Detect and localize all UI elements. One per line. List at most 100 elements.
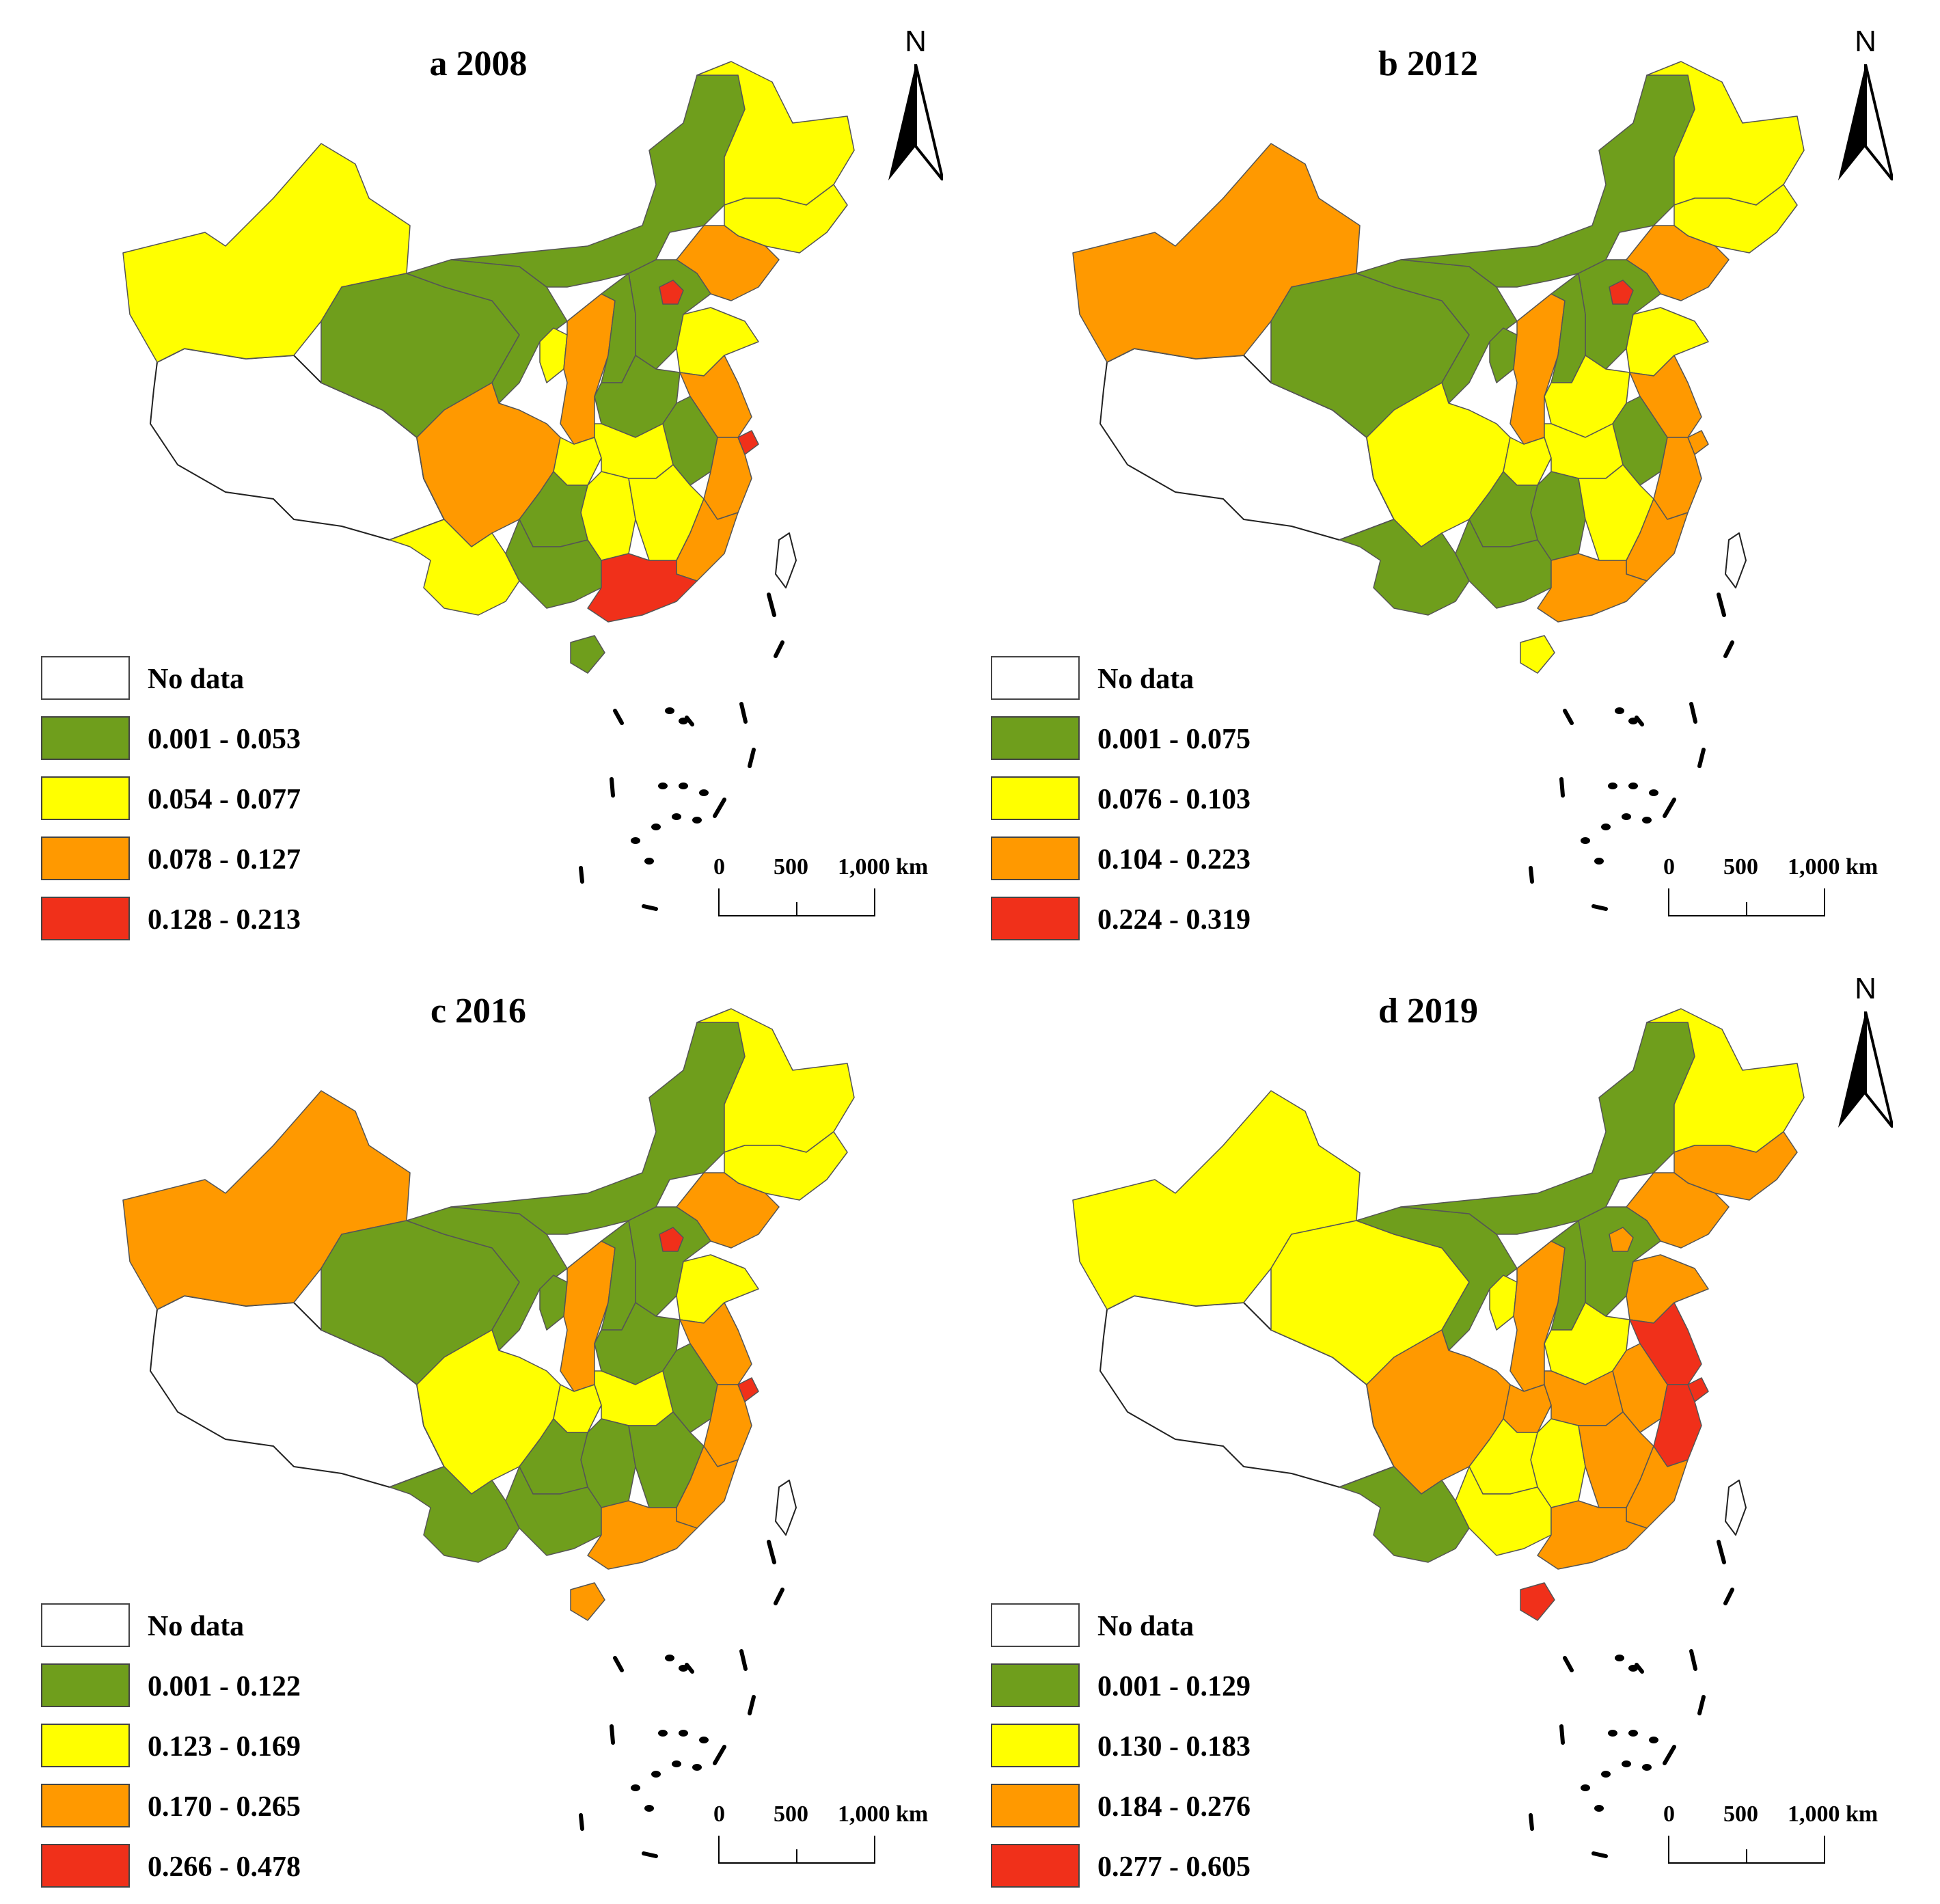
legend-label: No data	[1097, 664, 1194, 695]
legend-item-no-data: No data	[41, 1603, 424, 1663]
legend-item-class-1: 0.001 - 0.129	[991, 1663, 1374, 1724]
north-arrow-icon: N	[1838, 972, 1907, 1128]
legend-label: 0.054 - 0.077	[148, 784, 301, 815]
legend-label: 0.128 - 0.213	[148, 904, 301, 936]
island-marker	[1581, 837, 1590, 844]
province-taiwan	[1725, 1480, 1747, 1536]
scale-bar: 0 500 1,000 km	[711, 1801, 928, 1870]
legend-swatch	[991, 1603, 1080, 1647]
legend-swatch	[41, 1724, 130, 1767]
legend-swatch	[41, 656, 130, 700]
panel-title: a 2008	[429, 44, 528, 83]
island-marker	[1615, 707, 1624, 714]
province-guangdong	[1537, 1500, 1648, 1570]
island-marker	[1601, 1771, 1611, 1778]
map-panel-2019: d 2019 N No data 0.001 - 0.129 0.130 - 0…	[950, 947, 1919, 1894]
legend-item-class-3: 0.170 - 0.265	[41, 1784, 424, 1844]
china-map-2016	[122, 1008, 855, 1858]
nine-dash-line-segment	[642, 904, 658, 911]
nine-dash-line-segment	[685, 716, 694, 726]
scale-bar: 0 500 1,000 km	[711, 854, 928, 923]
island-marker	[1608, 1730, 1617, 1737]
province-guangxi	[1455, 519, 1552, 609]
map-panel-2008: a 2008 N No data 0.001 - 0.053 0.054 - 0…	[0, 0, 970, 947]
scale-label-1000: 1,000 km	[838, 854, 929, 880]
island-marker	[665, 707, 674, 714]
north-arrow-icon: N	[888, 25, 957, 180]
scale-label-500: 500	[774, 1801, 808, 1827]
island-marker	[1642, 1764, 1652, 1771]
province-hainan	[1520, 1582, 1555, 1621]
nine-dash-line-segment	[642, 1851, 658, 1858]
nine-dash-line-segment	[748, 748, 756, 768]
scale-label-1000: 1,000 km	[1788, 1801, 1878, 1827]
legend-item-no-data: No data	[41, 656, 424, 716]
nine-dash-line-segment	[1689, 702, 1697, 724]
nine-dash-line-segment	[1563, 709, 1574, 725]
legend-item-class-4: 0.128 - 0.213	[41, 897, 424, 957]
island-marker	[672, 813, 681, 820]
nine-dash-line-segment	[748, 1695, 756, 1715]
legend-swatch	[41, 837, 130, 880]
island-marker	[679, 1730, 688, 1737]
province-shanghai	[737, 430, 759, 455]
island-marker	[1622, 813, 1631, 820]
legend-label: 0.277 - 0.605	[1097, 1851, 1251, 1883]
legend-label: 0.076 - 0.103	[1097, 784, 1251, 815]
legend-item-class-4: 0.266 - 0.478	[41, 1844, 424, 1904]
legend-label: 0.001 - 0.122	[148, 1671, 301, 1702]
scale-bar: 0 500 1,000 km	[1661, 854, 1878, 923]
legend-item-class-1: 0.001 - 0.075	[991, 716, 1374, 776]
island-marker	[692, 1764, 702, 1771]
legend-label: 0.224 - 0.319	[1097, 904, 1251, 936]
island-marker	[651, 824, 661, 830]
legend-item-class-3: 0.078 - 0.127	[41, 837, 424, 897]
legend-label: 0.184 - 0.276	[1097, 1791, 1251, 1823]
scale-label-500: 500	[774, 854, 808, 880]
island-marker	[665, 1655, 674, 1661]
legend-swatch	[41, 1603, 130, 1647]
nine-dash-line-segment	[1559, 777, 1565, 798]
nine-dash-line-segment	[1697, 1695, 1706, 1715]
island-marker	[1615, 1655, 1624, 1661]
legend-swatch	[41, 1663, 130, 1707]
china-map-2008	[122, 61, 855, 911]
province-yunnan	[1339, 519, 1470, 616]
legend-item-no-data: No data	[991, 1603, 1374, 1663]
scale-label-1000: 1,000 km	[1788, 854, 1878, 880]
scale-label-0: 0	[1663, 1801, 1675, 1827]
legend-swatch	[991, 1784, 1080, 1827]
province-yunnan	[389, 519, 520, 616]
province-beijing	[659, 1227, 684, 1252]
province-hainan	[1520, 635, 1555, 674]
province-hainan	[570, 635, 605, 674]
legend-item-no-data: No data	[991, 656, 1374, 716]
island-marker	[1628, 783, 1638, 789]
island-marker	[658, 1730, 668, 1737]
nine-dash-line-segment	[1663, 1745, 1676, 1765]
nine-dash-line-segment	[713, 1745, 726, 1765]
island-marker	[672, 1760, 681, 1767]
scale-label-500: 500	[1723, 854, 1758, 880]
legend-swatch	[41, 1784, 130, 1827]
nine-dash-line-segment	[579, 866, 584, 884]
province-beijing	[1609, 1227, 1634, 1252]
scale-label-500: 500	[1723, 1801, 1758, 1827]
legend-label: 0.001 - 0.053	[148, 724, 301, 755]
nine-dash-line-segment	[774, 640, 784, 658]
scale-bar: 0 500 1,000 km	[1661, 1801, 1878, 1870]
island-marker	[631, 837, 640, 844]
legend-label: 0.001 - 0.129	[1097, 1671, 1251, 1702]
island-marker	[1594, 858, 1604, 865]
nine-dash-line-segment	[774, 1588, 784, 1605]
nine-dash-line-segment	[739, 1649, 748, 1671]
legend-item-class-2: 0.054 - 0.077	[41, 776, 424, 837]
nine-dash-line-segment	[713, 798, 726, 818]
province-guangxi	[505, 519, 602, 609]
scale-label-0: 0	[1663, 854, 1675, 880]
north-label: N	[1855, 25, 1876, 58]
legend-item-class-4: 0.224 - 0.319	[991, 897, 1374, 957]
province-guangxi	[505, 1466, 602, 1556]
legend-label: 0.123 - 0.169	[148, 1731, 301, 1763]
island-marker	[1601, 824, 1611, 830]
